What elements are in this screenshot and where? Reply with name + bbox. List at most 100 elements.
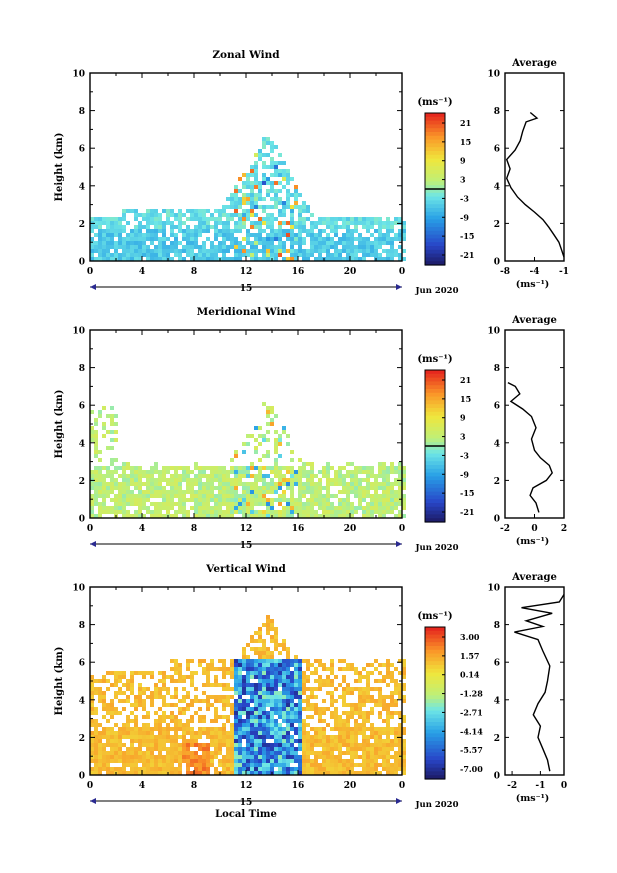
heatmap-cell: [278, 715, 282, 719]
heatmap-cell: [326, 478, 330, 482]
heatmap-cell: [146, 510, 150, 514]
heatmap-cell: [318, 727, 322, 731]
heatmap-cell: [262, 715, 266, 719]
heatmap-cell: [110, 699, 114, 703]
heatmap-cell: [246, 213, 250, 217]
heatmap-cell: [210, 739, 214, 743]
profile-y-tick-label: 2: [494, 220, 500, 230]
heatmap-cell: [354, 723, 358, 727]
profile-y-tick-label: 2: [494, 734, 500, 744]
heatmap-cell: [158, 739, 162, 743]
heatmap-cell: [370, 751, 374, 755]
heatmap-cell: [338, 739, 342, 743]
heatmap-cell: [306, 498, 310, 502]
heatmap-cell: [242, 514, 246, 518]
heatmap-cell: [302, 659, 306, 663]
heatmap-cell: [150, 759, 154, 763]
heatmap-cell: [354, 253, 358, 257]
heatmap-cell: [166, 767, 170, 771]
heatmap-cell: [138, 510, 142, 514]
heatmap-cell: [130, 711, 134, 715]
heatmap-cell: [342, 506, 346, 510]
heatmap-cell: [114, 422, 118, 426]
heatmap-cell: [402, 675, 406, 679]
heatmap-cell: [146, 490, 150, 494]
heatmap-cell: [266, 241, 270, 245]
heatmap-cell: [238, 197, 242, 201]
heatmap-cell: [270, 655, 274, 659]
heatmap-cell: [278, 237, 282, 241]
heatmap-cell: [254, 245, 258, 249]
heatmap-cell: [362, 498, 366, 502]
heatmap-cell: [222, 494, 226, 498]
heatmap-cell: [278, 510, 282, 514]
heatmap-cell: [294, 253, 298, 257]
heatmap-cell: [190, 719, 194, 723]
heatmap-cell: [350, 711, 354, 715]
heatmap-cell: [266, 751, 270, 755]
heatmap-cell: [150, 502, 154, 506]
heatmap-cell: [286, 229, 290, 233]
heatmap-cell: [274, 667, 278, 671]
heatmap-cell: [250, 747, 254, 751]
heatmap-cell: [242, 719, 246, 723]
heatmap-cell: [230, 759, 234, 763]
heatmap-cell: [146, 687, 150, 691]
heatmap-cell: [302, 727, 306, 731]
heatmap-cell: [366, 225, 370, 229]
heatmap-cell: [314, 671, 318, 675]
heatmap-cell: [354, 470, 358, 474]
heatmap-cell: [182, 470, 186, 474]
colorbar-band: [425, 223, 445, 228]
heatmap-cell: [110, 767, 114, 771]
heatmap-cell: [146, 217, 150, 221]
heatmap-cell: [210, 490, 214, 494]
heatmap-cell: [366, 466, 370, 470]
heatmap-cell: [398, 498, 402, 502]
heatmap-cell: [378, 711, 382, 715]
heatmap-cell: [242, 209, 246, 213]
heatmap-cell: [234, 755, 238, 759]
heatmap-cell: [158, 486, 162, 490]
heatmap-cell: [254, 221, 258, 225]
heatmap-cell: [282, 691, 286, 695]
heatmap-cell: [186, 723, 190, 727]
heatmap-cell: [274, 683, 278, 687]
heatmap-cell: [238, 711, 242, 715]
heatmap-cell: [386, 767, 390, 771]
heatmap-cell: [282, 474, 286, 478]
heatmap-cell: [306, 767, 310, 771]
heatmap-cell: [402, 494, 406, 498]
heatmap-cell: [138, 249, 142, 253]
heatmap-cell: [350, 502, 354, 506]
heatmap-cell: [238, 225, 242, 229]
heatmap-cell: [186, 771, 190, 775]
colorbar-band: [425, 503, 445, 508]
heatmap-cell: [386, 490, 390, 494]
heatmap-cell: [314, 743, 318, 747]
heatmap-cell: [290, 494, 294, 498]
heatmap-cell: [266, 623, 270, 627]
heatmap-cell: [242, 474, 246, 478]
heatmap-cell: [274, 490, 278, 494]
heatmap-cell: [114, 498, 118, 502]
heatmap-cell: [246, 731, 250, 735]
heatmap-cell: [378, 695, 382, 699]
heatmap-cell: [310, 486, 314, 490]
heatmap-cell: [274, 747, 278, 751]
heatmap-cell: [102, 727, 106, 731]
heatmap-cell: [346, 237, 350, 241]
heatmap-cell: [118, 747, 122, 751]
heatmap-cell: [210, 759, 214, 763]
heatmap-cell: [238, 510, 242, 514]
heatmap-cell: [342, 257, 346, 261]
heatmap-cell: [102, 494, 106, 498]
heatmap-cell: [214, 755, 218, 759]
heatmap-cell: [238, 201, 242, 205]
heatmap-cell: [346, 663, 350, 667]
heatmap-cell: [238, 675, 242, 679]
heatmap-cell: [346, 687, 350, 691]
heatmap-cell: [310, 474, 314, 478]
heatmap-cell: [390, 711, 394, 715]
heatmap-cell: [146, 213, 150, 217]
